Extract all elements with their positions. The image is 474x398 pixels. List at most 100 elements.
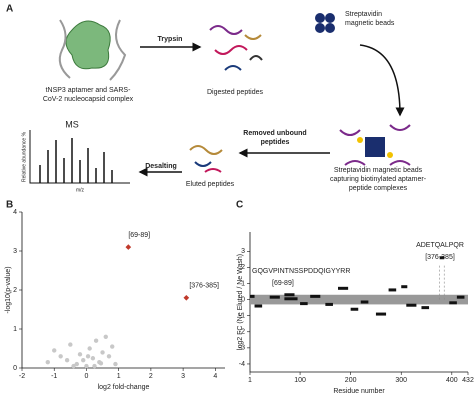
y-tick-label: 3 xyxy=(241,248,245,255)
y-tick-label: 0 xyxy=(241,296,245,303)
peptide-segment xyxy=(375,312,387,316)
peptide-segment xyxy=(254,304,263,308)
point xyxy=(85,354,91,359)
point xyxy=(64,358,70,363)
y-tick-label: 2 xyxy=(13,287,17,294)
peptide-segment xyxy=(401,285,408,289)
peptide-segment xyxy=(406,303,417,307)
panel-label: B xyxy=(6,200,13,211)
x-tick-label: 432 xyxy=(462,377,474,384)
x-tick-label: 3 xyxy=(181,373,185,380)
y-axis-label: log2 FC (Ne Eluted / Ne Wash) xyxy=(237,254,244,350)
point xyxy=(93,338,99,343)
peptide-segment xyxy=(269,295,280,299)
peptide-segment xyxy=(284,293,295,297)
eluted-icon xyxy=(189,145,223,173)
point xyxy=(84,363,89,369)
peptide-segment xyxy=(350,307,359,311)
point xyxy=(52,348,57,353)
arrow xyxy=(359,44,405,117)
peptide-segment xyxy=(338,286,349,290)
peptides-icon xyxy=(209,25,263,71)
aptamer-icon xyxy=(58,19,127,81)
beads-icon xyxy=(315,13,335,33)
point xyxy=(98,361,104,366)
y-tick-label: 3 xyxy=(13,248,17,255)
point xyxy=(45,359,50,365)
point-label: [376-385] xyxy=(189,283,219,290)
step-label: Removed unbound xyxy=(243,130,306,137)
y-tick-label: 1 xyxy=(13,326,17,333)
point xyxy=(87,346,92,351)
x-tick-label: 0 xyxy=(84,373,88,380)
x-tick-label: -1 xyxy=(51,373,57,380)
caption: peptide complexes xyxy=(349,185,408,192)
step-label: peptides xyxy=(261,139,290,146)
point xyxy=(90,356,96,361)
peptide-segment xyxy=(439,256,445,260)
x-tick-label: 4 xyxy=(213,373,217,380)
peptide-segment xyxy=(284,297,298,301)
point xyxy=(71,363,76,369)
peptide-segment xyxy=(300,302,308,306)
caption: Streptavidin xyxy=(345,11,382,18)
caption: capturing biotinylated aptamer- xyxy=(330,176,427,183)
x-axis-label: log2 fold-change xyxy=(98,384,150,391)
point xyxy=(68,342,73,347)
point xyxy=(110,344,115,349)
axes xyxy=(21,212,225,369)
point xyxy=(58,354,63,359)
y-tick-label: -3 xyxy=(239,345,245,352)
x-tick-label: 1 xyxy=(117,373,121,380)
x-tick-label: 2 xyxy=(149,373,153,380)
ms-peaks xyxy=(39,138,113,183)
y-tick-label: -4 xyxy=(239,361,245,368)
sequence-label: ADETQALPQR xyxy=(416,242,464,249)
peptide-segment xyxy=(325,302,333,306)
point xyxy=(100,350,105,355)
panel-a: A tNSP3 aptamer and SARS- CoV-2 nucleoca… xyxy=(6,4,427,194)
complex-icon xyxy=(65,20,111,70)
x-tick-label: 200 xyxy=(345,377,357,384)
caption: CoV-2 nucleocapsid complex xyxy=(43,96,134,103)
point xyxy=(113,361,118,367)
y-tick-label: 0 xyxy=(13,365,17,372)
ms-title: MS xyxy=(65,119,79,129)
point xyxy=(106,354,112,359)
point xyxy=(103,334,108,339)
panel-label: A xyxy=(6,4,13,15)
range-label: [376-385] xyxy=(425,254,455,261)
caption: tNSP3 aptamer and SARS- xyxy=(46,87,131,94)
panel-label: C xyxy=(236,200,243,211)
sequence-label: GQGVPINTNSSPDDQIGYYRR xyxy=(252,268,350,275)
ms-xlabel: m/z xyxy=(76,187,85,193)
peptide-segment xyxy=(250,294,255,298)
range-label: [69-89] xyxy=(272,280,294,287)
y-tick-label: -1 xyxy=(239,313,245,320)
x-tick-label: 400 xyxy=(446,377,458,384)
y-tick-label: 2 xyxy=(241,264,245,271)
x-tick-label: 100 xyxy=(294,377,306,384)
caption: Streptavidin magnetic beads xyxy=(334,167,423,174)
y-axis-label: -log10(p-value) xyxy=(5,266,12,313)
point xyxy=(74,361,79,367)
peptide-segment xyxy=(388,288,397,292)
caption: Eluted peptides xyxy=(186,181,235,188)
peptide-segment xyxy=(449,301,457,305)
peptide-segment xyxy=(310,294,321,298)
x-tick-label: -2 xyxy=(19,373,25,380)
point xyxy=(92,363,97,369)
highlight-point xyxy=(125,244,132,250)
point xyxy=(81,358,86,363)
caption: magnetic beads xyxy=(345,20,395,27)
y-tick-label: 1 xyxy=(241,280,245,287)
peptide-segment xyxy=(456,295,465,299)
highlight-point xyxy=(183,294,190,301)
step-label: Desalting xyxy=(145,163,177,170)
captured-icon xyxy=(339,124,411,166)
x-tick-label: 1 xyxy=(248,377,252,384)
peptide-segment xyxy=(360,300,369,304)
step-label: Trypsin xyxy=(158,36,183,43)
x-tick-label: 300 xyxy=(395,377,407,384)
